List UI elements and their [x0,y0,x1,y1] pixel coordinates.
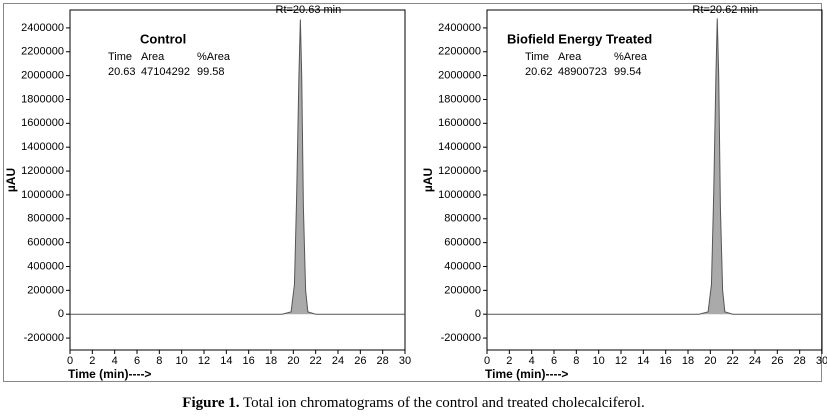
y-tick-label: 1800000 [438,93,481,105]
table-cell: 48900723 [558,66,607,78]
x-tick-label: 18 [265,355,277,367]
x-tick-label: 28 [794,355,806,367]
y-tick-label: 1600000 [21,117,64,129]
x-tick-label: 14 [220,355,232,367]
x-tick-label: 12 [198,355,210,367]
x-tick-label: 16 [660,355,672,367]
x-tick-label: 18 [682,355,694,367]
table-cell: 47104292 [141,66,190,78]
y-tick-label: -200000 [24,332,64,344]
x-tick-label: 4 [529,355,535,367]
y-tick-label: 800000 [27,213,64,225]
x-tick-label: 8 [156,355,162,367]
x-tick-label: 2 [89,355,95,367]
caption-label: Figure 1. [182,395,240,411]
y-tick-label: 2400000 [21,22,64,34]
y-tick-label: 1600000 [438,117,481,129]
x-tick-label: 28 [377,355,389,367]
x-axis-label: Time (min)----> [68,367,151,381]
trace [487,18,822,315]
x-tick-label: 0 [67,355,73,367]
y-tick-label: 2000000 [21,70,64,82]
table-header: Time [108,51,132,63]
y-tick-label: 1000000 [438,189,481,201]
y-tick-label: 600000 [444,237,481,249]
x-tick-label: 10 [176,355,188,367]
chart-title: Biofield Energy Treated [507,31,652,46]
x-tick-label: 30 [816,355,827,367]
y-tick-label: 1800000 [21,93,64,105]
plot-frame [486,9,823,351]
y-tick-label: 800000 [444,213,481,225]
trace [70,19,405,315]
y-axis-label: µAU [4,168,18,192]
table-cell: 99.54 [614,66,642,78]
x-tick-label: 2 [506,355,512,367]
y-tick-label: 2400000 [438,22,481,34]
table-cell: 20.63 [108,66,136,78]
x-tick-label: 14 [637,355,649,367]
y-tick-label: 0 [475,308,481,320]
table-header: Area [141,51,165,63]
x-tick-label: 6 [551,355,557,367]
caption-text: Total ion chromatograms of the control a… [242,395,645,411]
x-tick-label: 20 [287,355,299,367]
x-tick-label: 8 [573,355,579,367]
peak-annotation: Rt=20.63 min [276,4,342,16]
y-tick-label: 2000000 [438,70,481,82]
x-tick-label: 22 [727,355,739,367]
peak-annotation: Rt=20.62 min [692,4,758,16]
table-header: Area [558,51,582,63]
y-tick-label: 2200000 [438,46,481,58]
y-tick-label: 400000 [27,260,64,272]
x-tick-label: 26 [354,355,366,367]
y-tick-label: 1000000 [21,189,64,201]
y-tick-label: 0 [58,308,64,320]
x-tick-label: 16 [243,355,255,367]
x-tick-label: 0 [484,355,490,367]
x-tick-label: 24 [749,355,761,367]
y-tick-label: 1400000 [21,141,64,153]
y-axis-label: µAU [421,168,435,192]
x-tick-label: 10 [593,355,605,367]
table-cell: 20.62 [525,66,553,78]
table-header: Time [525,51,549,63]
y-tick-label: 1200000 [438,165,481,177]
table-header: %Area [197,51,231,63]
figure: -200000020000040000060000080000010000001… [3,3,827,382]
table-cell: 99.58 [197,66,225,78]
x-tick-label: 4 [112,355,118,367]
peak-fill [70,19,405,315]
x-tick-label: 12 [615,355,627,367]
y-tick-label: 400000 [444,260,481,272]
y-tick-label: 1400000 [438,141,481,153]
y-tick-label: 2200000 [21,46,64,58]
x-tick-label: 24 [332,355,344,367]
y-tick-label: -200000 [441,332,481,344]
y-tick-label: 1200000 [21,165,64,177]
x-tick-label: 6 [134,355,140,367]
x-tick-label: 20 [704,355,716,367]
table-header: %Area [614,51,648,63]
x-tick-label: 30 [399,355,411,367]
x-tick-label: 22 [310,355,322,367]
plot-frame [69,9,406,351]
y-tick-label: 200000 [444,284,481,296]
x-axis-label: Time (min)----> [485,367,568,381]
chart-title: Control [140,31,186,46]
caption: Figure 1. Total ion chromatograms of the… [0,395,827,412]
x-tick-label: 26 [771,355,783,367]
y-tick-label: 200000 [27,284,64,296]
y-tick-label: 600000 [27,237,64,249]
